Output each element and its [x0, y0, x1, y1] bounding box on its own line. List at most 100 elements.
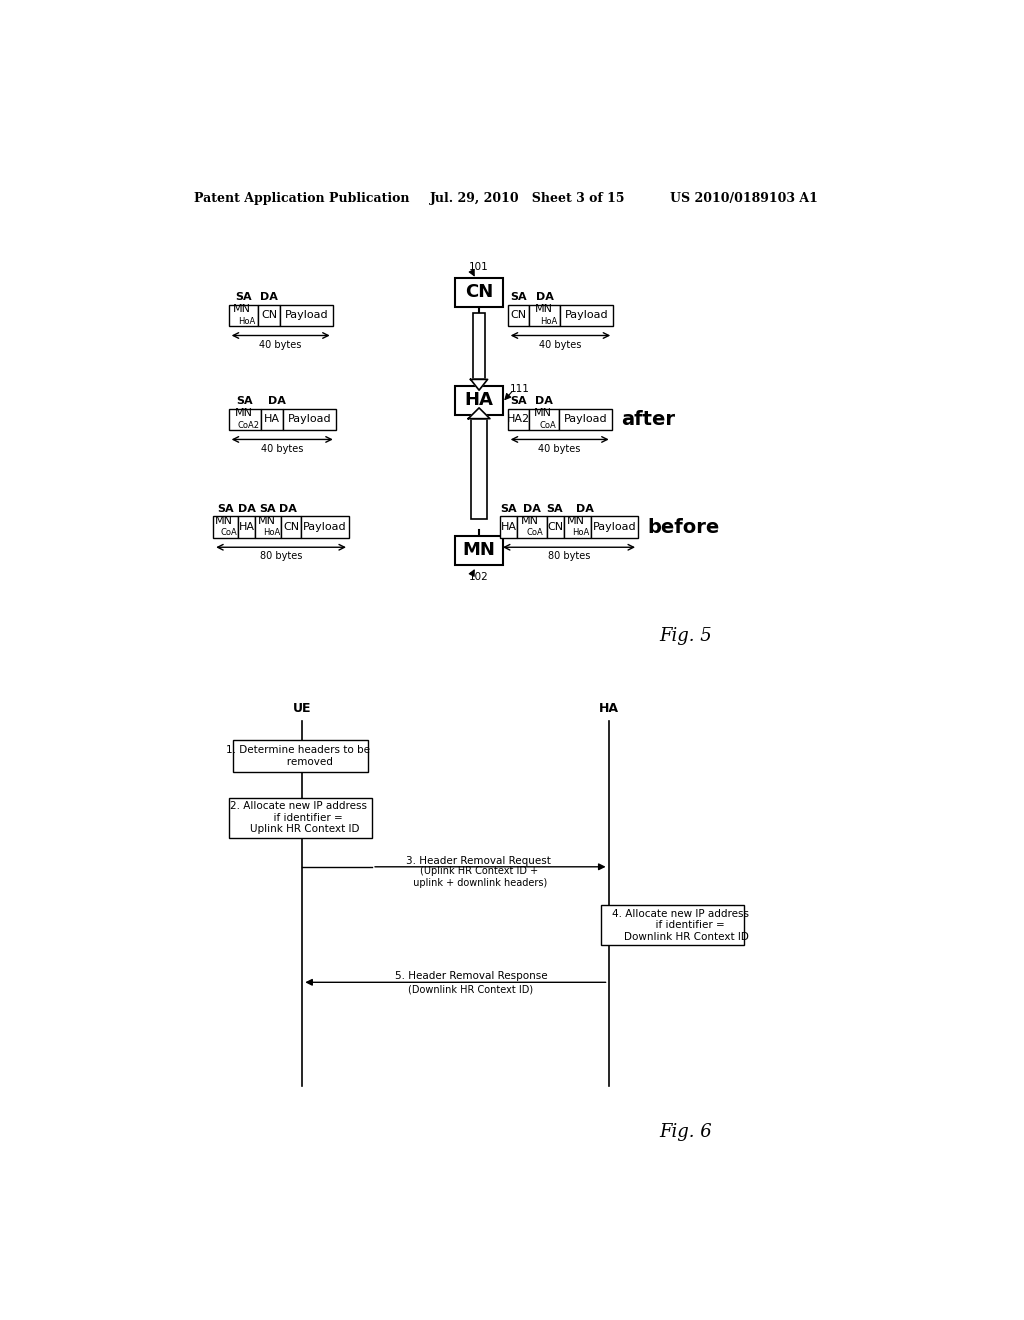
Text: 80 bytes: 80 bytes [260, 552, 302, 561]
Bar [455, 277, 503, 308]
Text: SA: SA [217, 504, 233, 513]
Bar [529, 305, 560, 326]
Text: HA2: HA2 [507, 414, 530, 425]
Bar [258, 305, 280, 326]
Text: 5. Header Removal Response: 5. Header Removal Response [394, 972, 547, 981]
Text: HoA: HoA [263, 528, 281, 537]
Text: SA: SA [547, 504, 563, 513]
Text: 2. Allocate new IP address
      if identifier =
    Uplink HR Context ID: 2. Allocate new IP address if identifier… [230, 801, 367, 834]
Bar [282, 516, 301, 539]
Bar [508, 305, 529, 326]
Bar [471, 418, 486, 519]
Bar [601, 906, 744, 945]
Text: DA: DA [260, 292, 278, 302]
Text: 101: 101 [469, 261, 488, 272]
Bar [280, 305, 333, 326]
Text: Patent Application Publication: Patent Application Publication [194, 191, 410, 205]
Text: CN: CN [547, 523, 563, 532]
Text: before: before [647, 517, 720, 537]
Polygon shape [468, 408, 489, 418]
Text: MN: MN [567, 516, 585, 527]
Text: SA: SA [236, 292, 252, 302]
Text: HA: HA [598, 702, 618, 715]
Bar [529, 409, 559, 430]
Text: MN: MN [534, 408, 552, 418]
Text: Jul. 29, 2010   Sheet 3 of 15: Jul. 29, 2010 Sheet 3 of 15 [430, 191, 626, 205]
Text: 102: 102 [469, 573, 488, 582]
Bar [213, 516, 238, 539]
Text: DA: DA [279, 504, 297, 513]
Bar [563, 516, 592, 539]
Bar [559, 409, 611, 430]
Text: 40 bytes: 40 bytes [259, 339, 302, 350]
Bar [500, 516, 517, 539]
Text: SA: SA [259, 504, 275, 513]
Bar [517, 516, 547, 539]
Text: MN: MN [535, 305, 552, 314]
Bar [283, 409, 336, 430]
Text: HoA: HoA [540, 317, 557, 326]
Text: 40 bytes: 40 bytes [539, 444, 581, 454]
Text: DA: DA [575, 504, 594, 513]
Text: SA: SA [500, 504, 517, 513]
Text: HA: HA [501, 523, 516, 532]
Bar [301, 516, 349, 539]
Bar [455, 536, 503, 565]
Text: 3. Header Removal Request: 3. Header Removal Request [407, 855, 551, 866]
Text: 4. Allocate new IP address
      if identifier =
    Downlink HR Context ID: 4. Allocate new IP address if identifier… [611, 908, 750, 942]
Text: MN: MN [258, 516, 275, 527]
Bar [228, 797, 372, 838]
Bar [228, 409, 261, 430]
Text: CoA: CoA [540, 421, 556, 429]
Text: CoA2: CoA2 [238, 421, 259, 429]
Text: DA: DA [536, 396, 553, 407]
Text: 40 bytes: 40 bytes [540, 339, 582, 350]
Text: MN: MN [234, 408, 253, 418]
Bar [473, 313, 485, 379]
Text: HoA: HoA [572, 528, 590, 537]
Text: (Downlink HR Context ID): (Downlink HR Context ID) [409, 985, 534, 995]
Text: CN: CN [283, 523, 299, 532]
Bar [228, 305, 258, 326]
Bar [455, 385, 503, 414]
Text: (Uplink HR Context ID +
 uplink + downlink headers): (Uplink HR Context ID + uplink + downlin… [410, 866, 547, 887]
Text: MN: MN [521, 516, 540, 527]
Text: after: after [621, 411, 675, 429]
Text: 111: 111 [510, 384, 530, 395]
Text: Payload: Payload [285, 310, 328, 321]
Text: CN: CN [465, 284, 494, 301]
Text: HA: HA [465, 391, 494, 409]
Text: Payload: Payload [565, 310, 608, 321]
Bar [261, 409, 283, 430]
Text: MN: MN [232, 305, 251, 314]
Text: Fig. 6: Fig. 6 [659, 1123, 713, 1142]
Polygon shape [471, 379, 487, 391]
Text: MN: MN [215, 516, 233, 527]
Text: 40 bytes: 40 bytes [261, 444, 303, 454]
Text: CoA: CoA [526, 528, 544, 537]
Text: Fig. 5: Fig. 5 [659, 627, 713, 644]
Text: CN: CN [261, 310, 278, 321]
Text: Payload: Payload [288, 414, 331, 425]
Bar [560, 305, 613, 326]
Text: 80 bytes: 80 bytes [548, 552, 590, 561]
Text: MN: MN [463, 541, 496, 560]
Text: DA: DA [523, 504, 541, 513]
Bar [547, 516, 563, 539]
Text: US 2010/0189103 A1: US 2010/0189103 A1 [671, 191, 818, 205]
Bar [238, 516, 255, 539]
Text: CN: CN [511, 310, 526, 321]
Text: 1. Determine headers to be
       removed: 1. Determine headers to be removed [226, 744, 371, 767]
Bar [232, 739, 369, 772]
Bar [255, 516, 282, 539]
Text: HoA: HoA [239, 317, 256, 326]
Text: SA: SA [237, 396, 253, 407]
Text: Payload: Payload [303, 523, 347, 532]
Text: DA: DA [238, 504, 256, 513]
Bar [508, 409, 529, 430]
Text: Payload: Payload [593, 523, 637, 532]
Text: CoA: CoA [221, 528, 238, 537]
Text: Payload: Payload [563, 414, 607, 425]
Text: HA: HA [239, 523, 255, 532]
Text: HA: HA [264, 414, 281, 425]
